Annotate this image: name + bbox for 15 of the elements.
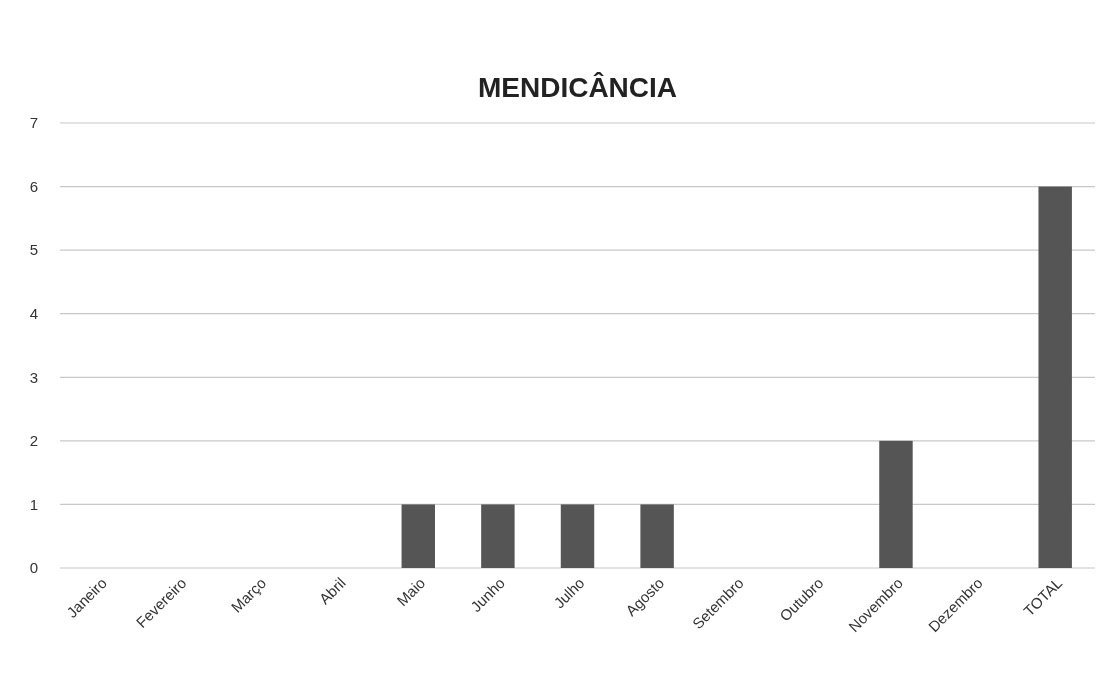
y-tick-label: 4 xyxy=(29,304,38,322)
bar xyxy=(640,504,674,568)
bar xyxy=(1038,186,1072,568)
bar xyxy=(879,440,913,568)
y-tick-label: 6 xyxy=(29,177,38,195)
bar xyxy=(481,504,515,568)
y-tick-label: 1 xyxy=(29,495,38,513)
bar xyxy=(560,504,595,568)
y-tick-label: 5 xyxy=(29,241,38,259)
y-tick-label: 2 xyxy=(29,432,38,450)
bar xyxy=(401,504,435,568)
y-tick-label: 7 xyxy=(29,114,38,132)
y-tick-label: 3 xyxy=(29,368,38,386)
y-tick-label: 0 xyxy=(29,559,38,577)
chart-title: MENDICÂNCIA xyxy=(477,72,678,103)
